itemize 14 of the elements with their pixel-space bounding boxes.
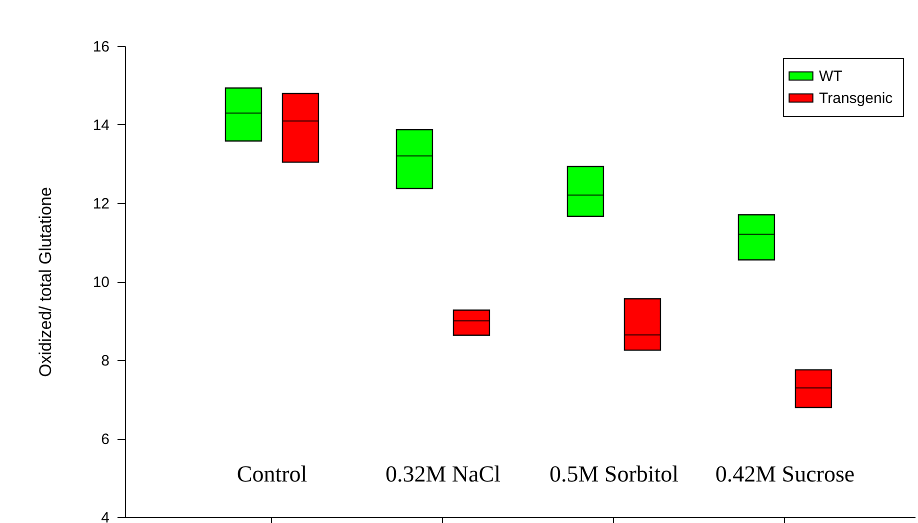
y-tick-label: 14 <box>92 117 110 134</box>
legend-label: WT <box>819 68 842 85</box>
y-axis-title: Oxidized/ total Glutatione <box>36 187 55 377</box>
y-tick-label: 10 <box>92 274 110 291</box>
x-tick-label: 0.32M NaCl <box>385 462 500 486</box>
x-tick-label: Control <box>236 462 308 486</box>
y-tick-label: 16 <box>92 38 110 56</box>
y-tick-label: 12 <box>92 196 110 212</box>
y-tick-label: 6 <box>101 431 110 448</box>
x-tick-label: 0.5M Sorbitol <box>549 462 679 486</box>
legend-label: Transgenic <box>819 90 894 107</box>
y-tick-label: 4 <box>101 510 110 523</box>
y-tick-label: 8 <box>101 352 110 370</box>
x-tick-label: 0.42M Sucrose <box>715 462 855 486</box>
